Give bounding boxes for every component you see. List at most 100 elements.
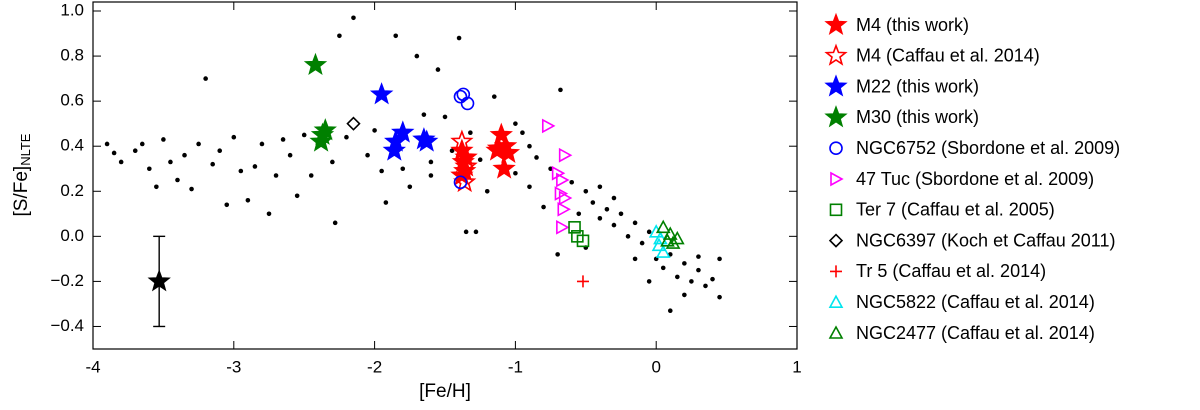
field-star bbox=[527, 143, 532, 149]
field-star bbox=[332, 220, 338, 226]
field-star bbox=[111, 150, 117, 156]
circle-marker bbox=[460, 96, 475, 111]
triangle-marker bbox=[558, 147, 573, 163]
legend-label: NGC6752 (Sbordone et al. 2009) bbox=[856, 138, 1120, 158]
field-star bbox=[541, 204, 546, 210]
triangle-marker bbox=[653, 230, 668, 245]
field-star bbox=[337, 33, 342, 39]
y-tick-label: 1.0 bbox=[60, 0, 84, 19]
field-star bbox=[625, 234, 631, 239]
square-marker bbox=[829, 203, 843, 217]
field-star bbox=[513, 121, 518, 126]
star-marker bbox=[450, 129, 474, 152]
field-star bbox=[558, 87, 563, 93]
field-star bbox=[175, 177, 180, 183]
x-tick-label: 0 bbox=[651, 357, 660, 376]
y-tick-label: −0.4 bbox=[50, 316, 84, 335]
field-star bbox=[667, 308, 673, 313]
field-star bbox=[590, 200, 596, 205]
field-star bbox=[597, 216, 603, 221]
legend-label: NGC2477 (Caffau et al. 2014) bbox=[856, 323, 1095, 343]
field-star bbox=[379, 168, 384, 174]
star-marker bbox=[824, 12, 848, 35]
star-marker bbox=[492, 156, 516, 179]
square-marker bbox=[568, 221, 581, 234]
triangle-marker bbox=[541, 118, 556, 134]
star-marker bbox=[303, 52, 328, 76]
field-star bbox=[604, 206, 610, 212]
field-star bbox=[534, 155, 539, 160]
field-star bbox=[231, 134, 237, 140]
legend-label: NGC5822 (Caffau et al. 2014) bbox=[856, 292, 1095, 312]
star-marker bbox=[384, 129, 408, 152]
field-star bbox=[442, 114, 448, 120]
field-star bbox=[252, 164, 258, 169]
field-star bbox=[513, 170, 518, 176]
field-star bbox=[548, 166, 553, 172]
star-marker bbox=[369, 82, 394, 105]
field-star bbox=[400, 166, 406, 172]
field-star bbox=[660, 265, 666, 271]
field-star bbox=[473, 229, 479, 235]
field-star bbox=[301, 132, 307, 138]
field-star bbox=[632, 220, 638, 226]
field-star bbox=[203, 76, 208, 81]
field-star bbox=[210, 161, 215, 167]
field-star bbox=[407, 184, 413, 190]
triangle-marker bbox=[551, 165, 566, 181]
circle-marker bbox=[453, 89, 468, 104]
field-star bbox=[266, 211, 272, 217]
star-marker bbox=[391, 120, 415, 143]
field-star bbox=[104, 141, 110, 147]
field-star bbox=[280, 137, 286, 142]
field-star bbox=[393, 33, 399, 39]
circle-marker bbox=[456, 87, 471, 102]
field-star bbox=[611, 195, 617, 201]
triangle-marker bbox=[557, 201, 571, 217]
triangle-marker bbox=[558, 190, 573, 206]
field-star bbox=[168, 159, 173, 165]
field-star bbox=[287, 152, 293, 158]
field-star bbox=[224, 202, 230, 208]
field-star bbox=[703, 283, 708, 289]
field-star bbox=[217, 148, 223, 154]
y-tick-label: 0.2 bbox=[60, 181, 84, 200]
field-star bbox=[383, 200, 389, 205]
field-star bbox=[294, 193, 300, 199]
field-star bbox=[273, 173, 279, 178]
field-star bbox=[689, 279, 694, 284]
triangle-marker bbox=[665, 235, 681, 249]
diamond-marker bbox=[346, 116, 361, 131]
star-marker bbox=[454, 154, 478, 177]
field-star bbox=[132, 148, 138, 154]
field-star bbox=[696, 267, 701, 273]
field-star bbox=[717, 256, 722, 262]
field-star bbox=[520, 130, 525, 135]
field-star bbox=[365, 152, 370, 158]
star-marker bbox=[489, 122, 513, 145]
field-star bbox=[717, 294, 722, 300]
y-axis-label-main: [S/Fe] bbox=[11, 166, 32, 217]
field-star bbox=[468, 130, 473, 135]
triangle-marker bbox=[648, 224, 664, 238]
field-star bbox=[421, 112, 427, 117]
legend-label: M30 (this work) bbox=[856, 107, 979, 127]
triangle-marker bbox=[554, 186, 569, 201]
field-star bbox=[569, 179, 575, 185]
star-marker bbox=[147, 269, 171, 292]
star-marker bbox=[313, 118, 337, 141]
field-star bbox=[611, 222, 617, 228]
field-star bbox=[675, 274, 680, 280]
field-star bbox=[414, 53, 420, 59]
y-tick-label: 0.8 bbox=[60, 46, 84, 65]
legend-label: Tr 5 (Caffau et al. 2014) bbox=[856, 261, 1046, 281]
field-star bbox=[428, 159, 434, 165]
field-star bbox=[245, 197, 251, 203]
field-star bbox=[491, 94, 497, 99]
field-star bbox=[118, 159, 124, 165]
y-tick-label: 0.4 bbox=[60, 136, 84, 155]
field-star bbox=[161, 137, 166, 142]
field-star bbox=[576, 211, 582, 217]
field-star bbox=[196, 141, 201, 147]
